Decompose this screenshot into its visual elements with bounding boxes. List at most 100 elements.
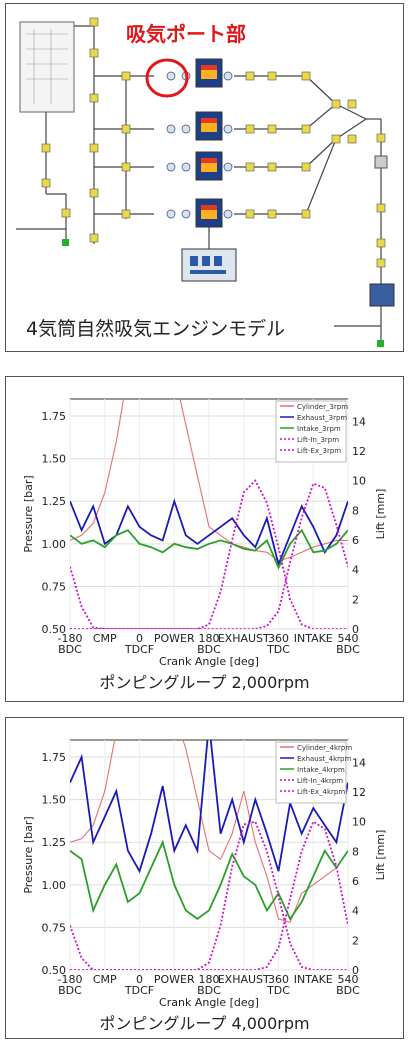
series-line-Intake_3rpm: [70, 528, 348, 570]
y2-tick-label: 10: [352, 475, 366, 488]
cylinder-block: [195, 111, 223, 141]
muffler-block: [369, 283, 395, 307]
y2-tick-label: 2: [352, 593, 359, 606]
pumping-loop-2000-panel: 0.50 0.75 1.00 1.25 1.50 1.75 0 2 4 6 8 10 12 14 -180 B…: [5, 376, 404, 702]
intake-port-highlight: [145, 58, 189, 98]
y-tick-label: 1.75: [42, 751, 67, 764]
x-tick-sublabel: TDC: [266, 643, 290, 656]
y-tick-label: 0.50: [42, 623, 67, 636]
x-tick-label: 0: [136, 632, 143, 645]
cylinder-block: [195, 151, 223, 181]
cylinder-blocks: [195, 58, 223, 228]
catalyst-block: [374, 155, 388, 169]
x-tick-label: -180: [58, 973, 83, 986]
x-axis-label: Crank Angle [deg]: [159, 655, 259, 667]
legend-label: Cylinder_3rpm: [297, 403, 348, 411]
legend-label: Lift-Ex_4krpm: [297, 788, 345, 796]
y2-tick-label: 10: [352, 816, 366, 829]
y-axis-label: Pressure [bar]: [22, 816, 35, 893]
y2-tick-label: 8: [352, 504, 359, 517]
series-line-Cylinder_4krpm: [70, 740, 348, 923]
legend-label: Lift-In_3rpm: [297, 436, 339, 444]
intake-network-lines: [26, 29, 68, 104]
x-tick-sublabel: BDC: [336, 984, 360, 997]
x-tick-sublabel: TDC: [266, 984, 290, 997]
valve-junctions: [166, 71, 233, 219]
legend-label: Exhaust_3rpm: [297, 414, 347, 422]
y2-tick-label: 6: [352, 875, 359, 888]
x-tick-label: CMP: [93, 973, 117, 986]
chart-caption: ポンピングループ 2,000rpm: [99, 673, 310, 692]
cylinder-block: [195, 198, 223, 228]
legend-label: Intake_4krpm: [297, 766, 345, 774]
legend-label: Intake_3rpm: [297, 425, 341, 433]
x-axis-label: Crank Angle [deg]: [159, 996, 259, 1008]
legend: Cylinder_4krpm Exhaust_4krpm Intake_4krpm L…: [275, 741, 352, 804]
series-line-Lift-Ex_4krpm: [70, 820, 348, 970]
y-tick-label: 0.50: [42, 964, 67, 977]
y2-tick-label: 12: [352, 786, 366, 799]
engine-model-diagram: [16, 17, 395, 347]
y-tick-label: 0.75: [42, 580, 67, 593]
x-tick-label: 180: [199, 973, 220, 986]
ambient-inlet-marker: [62, 239, 69, 246]
x-tick-sublabel: BDC: [58, 643, 82, 656]
pipe-components: [41, 17, 386, 268]
x-tick-sublabel: BDC: [197, 984, 221, 997]
x-tick-sublabel: BDC: [58, 984, 82, 997]
y-tick-label: 1.00: [42, 538, 67, 551]
x-tick-label: 540: [338, 973, 359, 986]
series-line-Cylinder_3rpm: [70, 399, 348, 562]
series-line-Exhaust_4krpm: [70, 740, 348, 874]
x-tick-label: 540: [338, 632, 359, 645]
x-tick-label: 180: [199, 632, 220, 645]
intake-port-label: 吸気ポート部: [126, 22, 246, 46]
series-line-Intake_4krpm: [70, 839, 348, 921]
legend-label: Cylinder_4krpm: [297, 744, 352, 752]
y2-tick-label: 0: [352, 964, 359, 977]
x-tick-label: INTAKE: [294, 632, 333, 645]
y-tick-label: 1.50: [42, 453, 67, 466]
legend-label: Lift-In_4krpm: [297, 777, 343, 785]
legend-box: [275, 741, 347, 804]
cylinder-block: [195, 58, 223, 88]
y-tick-label: 1.25: [42, 836, 67, 849]
x-tick-label: -180: [58, 632, 83, 645]
x-tick-sublabel: BDC: [197, 643, 221, 656]
x-tick-sublabel: BDC: [336, 643, 360, 656]
y-tick-label: 1.50: [42, 794, 67, 807]
chart-caption: ポンピングループ 4,000rpm: [99, 1014, 310, 1033]
ambient-outlet-marker: [377, 340, 384, 347]
y2-axis-label: Lift [mm]: [374, 830, 387, 881]
intake-network-block: [19, 21, 75, 113]
x-tick-label: EXHAUST: [218, 632, 270, 645]
legend-label: Exhaust_4krpm: [297, 755, 351, 763]
legend-box: [275, 400, 347, 463]
x-tick-label: 0: [136, 973, 143, 986]
y-tick-label: 1.25: [42, 495, 67, 508]
engine-model-diagram-panel: 吸気ポート部 4気筒自然吸気エンジンモデル: [5, 3, 404, 352]
legend: Cylinder_3rpm Exhaust_3rpm Intake_3rpm Lift…: [275, 400, 348, 463]
y2-tick-label: 4: [352, 564, 359, 577]
pumping-loop-2000-chart: 0.500.751.001.251.501.7502468101214-180B…: [22, 398, 387, 668]
x-tick-label: INTAKE: [294, 973, 333, 986]
y2-tick-label: 12: [352, 445, 366, 458]
y-tick-label: 0.75: [42, 921, 67, 934]
x-tick-label: EXHAUST: [218, 973, 270, 986]
y2-tick-label: 6: [352, 534, 359, 547]
x-tick-label: POWER: [154, 973, 195, 986]
y2-tick-label: 0: [352, 623, 359, 636]
x-tick-sublabel: TDCF: [124, 643, 154, 656]
y2-tick-label: 4: [352, 905, 359, 918]
y2-tick-label: 14: [352, 415, 366, 428]
y2-tick-label: 14: [352, 756, 366, 769]
x-tick-label: POWER: [154, 632, 195, 645]
series-line-Lift-Ex_3rpm: [70, 479, 348, 629]
y-tick-label: 1.00: [42, 879, 67, 892]
engine-icon: [190, 256, 226, 274]
y-tick-label: 1.75: [42, 410, 67, 423]
y2-tick-label: 8: [352, 845, 359, 858]
y2-tick-label: 2: [352, 934, 359, 947]
legend-label: Lift-Ex_3rpm: [297, 447, 341, 455]
x-tick-label: CMP: [93, 632, 117, 645]
